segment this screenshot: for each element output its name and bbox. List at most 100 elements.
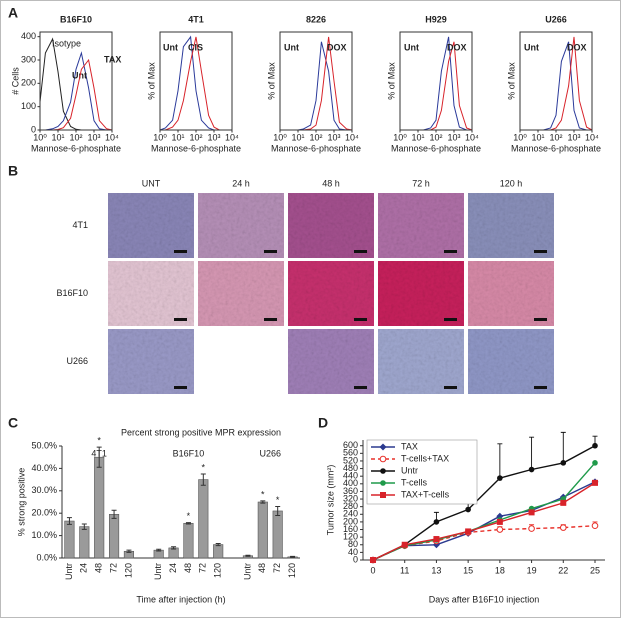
error-bar	[111, 509, 117, 519]
y-tick-label: 320	[343, 493, 358, 503]
error-bar	[290, 555, 296, 558]
plot-frame	[279, 31, 353, 131]
error-bar	[66, 517, 72, 525]
micrograph-texture	[108, 261, 194, 326]
legend-label: TAX	[401, 441, 418, 451]
series-line	[372, 482, 596, 561]
bar	[257, 501, 268, 559]
micrograph-texture	[288, 261, 374, 326]
marker	[433, 536, 440, 543]
series-label: DOX	[327, 42, 347, 52]
marker	[592, 442, 598, 449]
y-axis-label: Tumor size (mm²)	[325, 465, 335, 536]
panel-label: C	[8, 415, 18, 431]
chart-title: B16F10	[60, 14, 92, 24]
scale-bar	[264, 250, 277, 253]
series-label: Unt	[163, 42, 178, 52]
plot-frame	[159, 31, 233, 131]
legend-label: T-cells	[401, 477, 428, 487]
micrograph-texture	[288, 193, 374, 258]
x-axis-label: Time after injection (h)	[136, 594, 225, 604]
x-tick-label: 22	[558, 565, 568, 575]
marker	[497, 475, 503, 481]
x-tick-label: 15	[463, 565, 473, 575]
series-line	[372, 445, 596, 561]
marker	[433, 519, 440, 525]
scale-bar	[174, 386, 187, 389]
series-label: Unt	[404, 42, 419, 52]
y-tick-label: 160	[343, 524, 358, 534]
plot-frame	[39, 31, 113, 131]
error-bar	[81, 523, 87, 530]
bar	[272, 510, 283, 559]
legend-marker	[380, 468, 386, 474]
scale-bar	[534, 386, 547, 389]
x-tick-label: 72	[108, 563, 118, 573]
scale-bar	[354, 250, 367, 253]
marker	[465, 506, 471, 513]
micrograph-texture	[378, 193, 464, 258]
y-axis-label: % strong positive	[16, 468, 26, 537]
y-tick-label: 0	[31, 124, 36, 134]
marker	[591, 522, 599, 530]
significance-mark: *	[202, 462, 206, 472]
legend-label: TAX+T-cells	[401, 489, 450, 499]
legend-marker	[380, 492, 386, 498]
scale-bar	[354, 318, 367, 321]
x-tick-label: 24	[79, 563, 89, 573]
y-tick-label: 200	[21, 78, 36, 88]
y-axis-label: % of Max	[146, 62, 156, 100]
marker	[559, 524, 567, 531]
y-tick-label: 400	[21, 31, 36, 41]
x-tick-label: 48	[257, 563, 267, 573]
marker	[560, 460, 567, 466]
x-axis-label: Mannose-6-phosphate	[391, 143, 481, 153]
x-tick-label: 0	[370, 565, 375, 575]
y-tick-label: 50.0%	[31, 440, 57, 450]
x-tick-label: 25	[590, 565, 600, 575]
series-line	[372, 481, 596, 561]
error-bar	[275, 505, 281, 516]
series-label: Unt	[72, 70, 87, 80]
scale-bar	[444, 250, 457, 253]
row-label: B16F10	[56, 288, 88, 298]
legend-label: Untr	[401, 465, 418, 475]
y-tick-label: 480	[343, 463, 358, 473]
error-bar	[156, 548, 162, 552]
scale-bar	[174, 250, 187, 253]
series-label: Unt	[524, 42, 539, 52]
x-tick-label: 120	[213, 563, 223, 578]
chart-title: 4T1	[188, 14, 204, 24]
scale-bar	[534, 250, 547, 253]
marker	[465, 528, 472, 535]
scale-bar	[354, 386, 367, 389]
x-axis-label: Mannose-6-phosphate	[31, 143, 121, 153]
y-tick-label: 400	[343, 478, 358, 488]
error-bar	[171, 546, 177, 550]
error-bar	[260, 500, 266, 504]
x-tick-label: 120	[123, 563, 133, 578]
bar	[109, 514, 120, 559]
y-tick-label: 360	[343, 486, 358, 496]
column-label: 48 h	[322, 178, 340, 188]
bar	[94, 456, 105, 559]
marker	[528, 525, 535, 532]
column-label: 24 h	[232, 178, 250, 188]
group-label: U266	[259, 448, 281, 458]
scale-bar	[264, 318, 277, 321]
y-tick-label: 40	[348, 547, 358, 557]
chart-title: U266	[545, 14, 567, 24]
marker	[528, 509, 535, 516]
x-tick-label: 10³	[207, 132, 220, 142]
x-tick-label: 10⁰	[33, 132, 47, 142]
plot-frame	[519, 31, 593, 131]
y-tick-label: 560	[343, 448, 358, 458]
x-tick-label: 24	[168, 563, 178, 573]
y-tick-label: 10.0%	[31, 530, 57, 540]
y-tick-label: 520	[343, 455, 358, 465]
x-tick-label: 10²	[69, 132, 82, 142]
marker	[401, 541, 408, 548]
scale-bar	[444, 386, 457, 389]
panel-label: A	[8, 5, 18, 21]
x-tick-label: 10²	[429, 132, 442, 142]
